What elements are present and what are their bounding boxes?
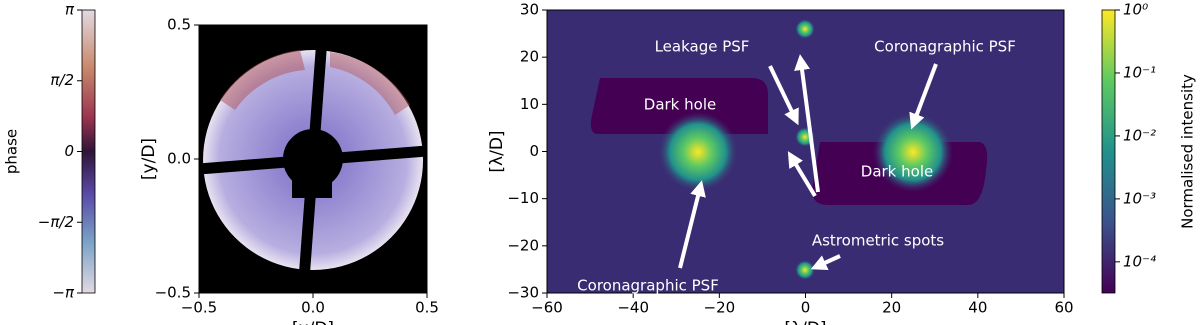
x-tick-label: 60 — [1054, 299, 1073, 317]
y-tick-label: 0.5 — [167, 16, 191, 34]
x-axis-label: [x/D] — [292, 319, 334, 325]
x-tick-label: −20 — [704, 299, 736, 317]
colorbar-label: Normalised intensity — [1179, 74, 1197, 229]
x-axis-label: [λ/D] — [784, 319, 826, 325]
x-tick-label: 0.5 — [415, 299, 439, 317]
annotation: Coronagraphic PSF — [874, 38, 1016, 56]
y-tick-label: 30 — [520, 1, 539, 19]
y-tick-label: 0.0 — [167, 150, 191, 168]
annotation: Dark hole — [861, 163, 933, 181]
colorbar-tick-label: 10⁻⁴ — [1123, 252, 1156, 270]
colorbar-tick-label: 0 — [64, 142, 74, 160]
y-tick-label: 0 — [529, 142, 539, 160]
arrows — [678, 54, 938, 270]
colorbar-tick-label: 10⁻² — [1123, 126, 1156, 144]
y-tick-label: −10 — [507, 189, 539, 207]
colorbar-label: phase — [3, 129, 21, 174]
x-tick-label: −0.5 — [181, 299, 217, 317]
pupil-image — [198, 24, 428, 294]
x-tick-label: 20 — [882, 299, 901, 317]
x-tick-label: −60 — [531, 299, 563, 317]
y-tick-label: −20 — [507, 236, 539, 254]
colorbar-tick-label: 10⁰ — [1123, 1, 1148, 19]
colorbar-tick-label: 10⁻¹ — [1123, 63, 1156, 81]
colorbar-tick-label: π — [65, 1, 75, 19]
intensity-colorbar — [1101, 9, 1116, 294]
annotation: Coronagraphic PSF — [577, 277, 719, 295]
x-tick-label: 40 — [968, 299, 987, 317]
colorbar-tick-label: −π — [52, 284, 75, 302]
colorbar-tick-label: 10⁻³ — [1123, 189, 1156, 207]
y-tick-label: −0.5 — [155, 284, 191, 302]
colorbar-tick-label: π/2 — [50, 71, 74, 89]
x-tick-label: 0.0 — [301, 299, 325, 317]
annotation: Astrometric spots — [812, 232, 944, 250]
phase-colorbar — [81, 9, 96, 294]
y-axis-label: [y/D] — [139, 138, 159, 180]
annotation: Leakage PSF — [655, 38, 750, 56]
psf-image — [547, 10, 1064, 293]
y-tick-label: −30 — [507, 284, 539, 302]
colorbar-tick-label: −π/2 — [38, 213, 74, 231]
y-tick-label: 10 — [520, 95, 539, 113]
annotation: Dark hole — [644, 96, 716, 114]
x-tick-label: 0 — [801, 299, 811, 317]
y-axis-label: [λ/D] — [487, 130, 507, 172]
y-tick-label: 20 — [520, 48, 539, 66]
x-tick-label: −40 — [617, 299, 649, 317]
